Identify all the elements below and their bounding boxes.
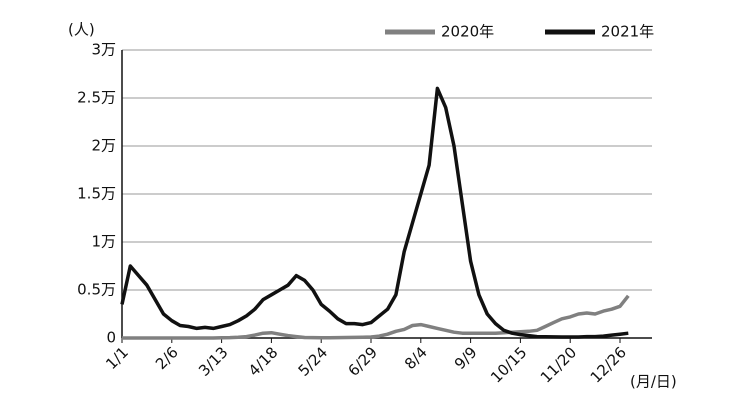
x-tick-label: 10/15	[487, 343, 530, 386]
series-line	[120, 86, 629, 339]
y-axis-label: (人)	[68, 21, 95, 39]
y-tick-label: 0.5万	[77, 281, 116, 299]
x-tick-label: 2/6	[152, 343, 182, 373]
x-tick-label: 9/9	[451, 343, 481, 373]
y-tick-label: 2.5万	[77, 89, 116, 107]
x-tick-label: 4/18	[245, 343, 282, 380]
x-tick-label: 6/29	[344, 343, 381, 380]
x-tick-label: 1/1	[102, 343, 132, 373]
legend-label: 2020年	[441, 23, 494, 41]
x-axis-label: (月/日)	[630, 373, 677, 391]
series-line	[122, 294, 630, 340]
x-tick-label: 8/4	[401, 343, 431, 373]
y-tick-label: 2万	[91, 137, 116, 155]
y-tick-label: 0	[106, 329, 116, 347]
y-tick-label: 1万	[91, 233, 116, 251]
y-tick-label: 3万	[91, 41, 116, 59]
y-tick-label: 1.5万	[77, 185, 116, 203]
x-tick-label: 12/26	[587, 343, 630, 386]
x-tick-label: 11/20	[537, 343, 580, 386]
x-tick-label: 5/24	[295, 343, 332, 380]
legend-label: 2021年	[601, 23, 654, 41]
x-tick-label: 3/13	[195, 343, 232, 380]
